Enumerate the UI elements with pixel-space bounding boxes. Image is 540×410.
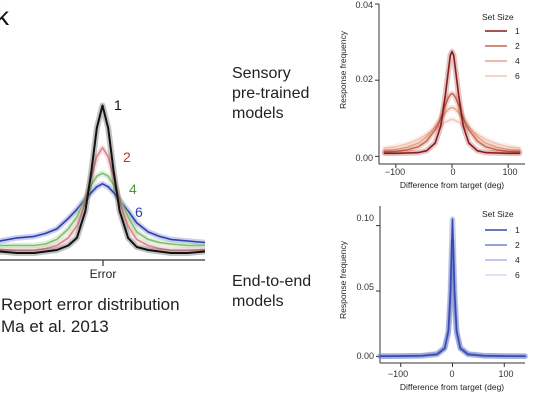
e2e-xlabel: Difference from target (deg) — [400, 382, 504, 392]
e2e-legend-label-2: 2 — [515, 240, 520, 250]
sensory-line-1 — [383, 50, 521, 155]
sensory-ytick-label-2: 0.04 — [355, 0, 373, 10]
left-plot-area — [0, 102, 205, 256]
left-line-1 — [0, 104, 205, 254]
e2e-xtick-label-2: 100 — [498, 369, 513, 379]
sensory-chart: Response frequency 0.00 0.02 0.04 −100 0… — [338, 0, 525, 190]
sensory-xtick-label-2: 100 — [502, 167, 517, 177]
e2e-ylabel: Response frequency — [338, 240, 348, 319]
e2e-ylabel-group: Response frequency — [338, 240, 348, 319]
left-error-chart: Error 1 2 4 6 — [0, 97, 205, 280]
e2e-line-1 — [379, 218, 526, 357]
sensory-legend-title: Set Size — [482, 12, 514, 22]
left-series-label-6: 6 — [135, 204, 143, 220]
sensory-tick-marks — [375, 3, 509, 168]
sensory-xtick-label-0: −100 — [385, 167, 405, 177]
row-label-sensory: Sensory pre-trained models — [232, 64, 309, 124]
left-series-label-2: 2 — [123, 149, 131, 165]
left-line-2 — [0, 146, 205, 251]
left-series-label-4: 4 — [129, 181, 137, 197]
sensory-legend-label-4: 4 — [515, 56, 520, 66]
sensory-plot-area — [381, 48, 523, 157]
sensory-legend-label-2: 2 — [515, 41, 520, 51]
sensory-band-1 — [381, 48, 523, 157]
row-label-e2e-line2: models — [232, 293, 284, 310]
e2e-legend-title: Set Size — [482, 209, 514, 219]
row-label-e2e-line1: End-to-end — [232, 273, 312, 290]
sensory-legend: Set Size 1 2 4 6 — [482, 12, 520, 81]
row-label-sensory-line2: pre-trained — [232, 85, 310, 102]
left-caption-title: Report error distribution — [1, 295, 180, 314]
e2e-legend-label-4: 4 — [515, 255, 520, 265]
e2e-xtick-label-1: 0 — [449, 369, 454, 379]
e2e-plot-area — [377, 216, 528, 359]
left-caption-citation: Ma et al. 2013 — [1, 317, 109, 336]
e2e-chart: Response frequency 0.00 0.05 0.10 −100 0… — [338, 206, 528, 392]
sensory-ylabel-group: Response frequency — [338, 30, 348, 109]
left-line-4 — [0, 172, 205, 247]
sensory-line-6 — [383, 118, 521, 149]
left-series-label-1: 1 — [114, 97, 122, 113]
e2e-ytick-label-1: 0.05 — [356, 282, 374, 292]
e2e-ytick-label-0: 0.00 — [356, 351, 374, 361]
e2e-xtick-label-0: −100 — [388, 369, 408, 379]
sensory-line-2 — [383, 92, 521, 153]
row-label-e2e: End-to-end models — [232, 272, 311, 312]
sensory-legend-label-1: 1 — [515, 26, 520, 36]
left-line-6 — [0, 183, 205, 244]
e2e-legend: Set Size 1 2 4 6 — [482, 209, 520, 280]
e2e-legend-label-1: 1 — [515, 225, 520, 235]
left-x-tick-label: Error — [90, 267, 117, 280]
sensory-xtick-label-1: 0 — [450, 167, 455, 177]
row-label-sensory-line1: Sensory — [232, 65, 291, 82]
sensory-legend-label-6: 6 — [515, 71, 520, 81]
sensory-ytick-label-0: 0.00 — [355, 153, 373, 163]
e2e-ytick-label-2: 0.10 — [356, 213, 374, 223]
left-band-1 — [0, 102, 205, 256]
row-label-sensory-line3: models — [232, 105, 284, 122]
e2e-tick-marks — [376, 225, 505, 367]
left-band-6 — [0, 181, 205, 246]
sensory-xlabel: Difference from target (deg) — [400, 180, 504, 190]
panel-letter: k — [0, 1, 9, 31]
sensory-line-4 — [383, 106, 521, 152]
sensory-ytick-label-1: 0.02 — [355, 74, 373, 84]
sensory-ylabel: Response frequency — [338, 30, 348, 109]
e2e-legend-label-6: 6 — [515, 270, 520, 280]
